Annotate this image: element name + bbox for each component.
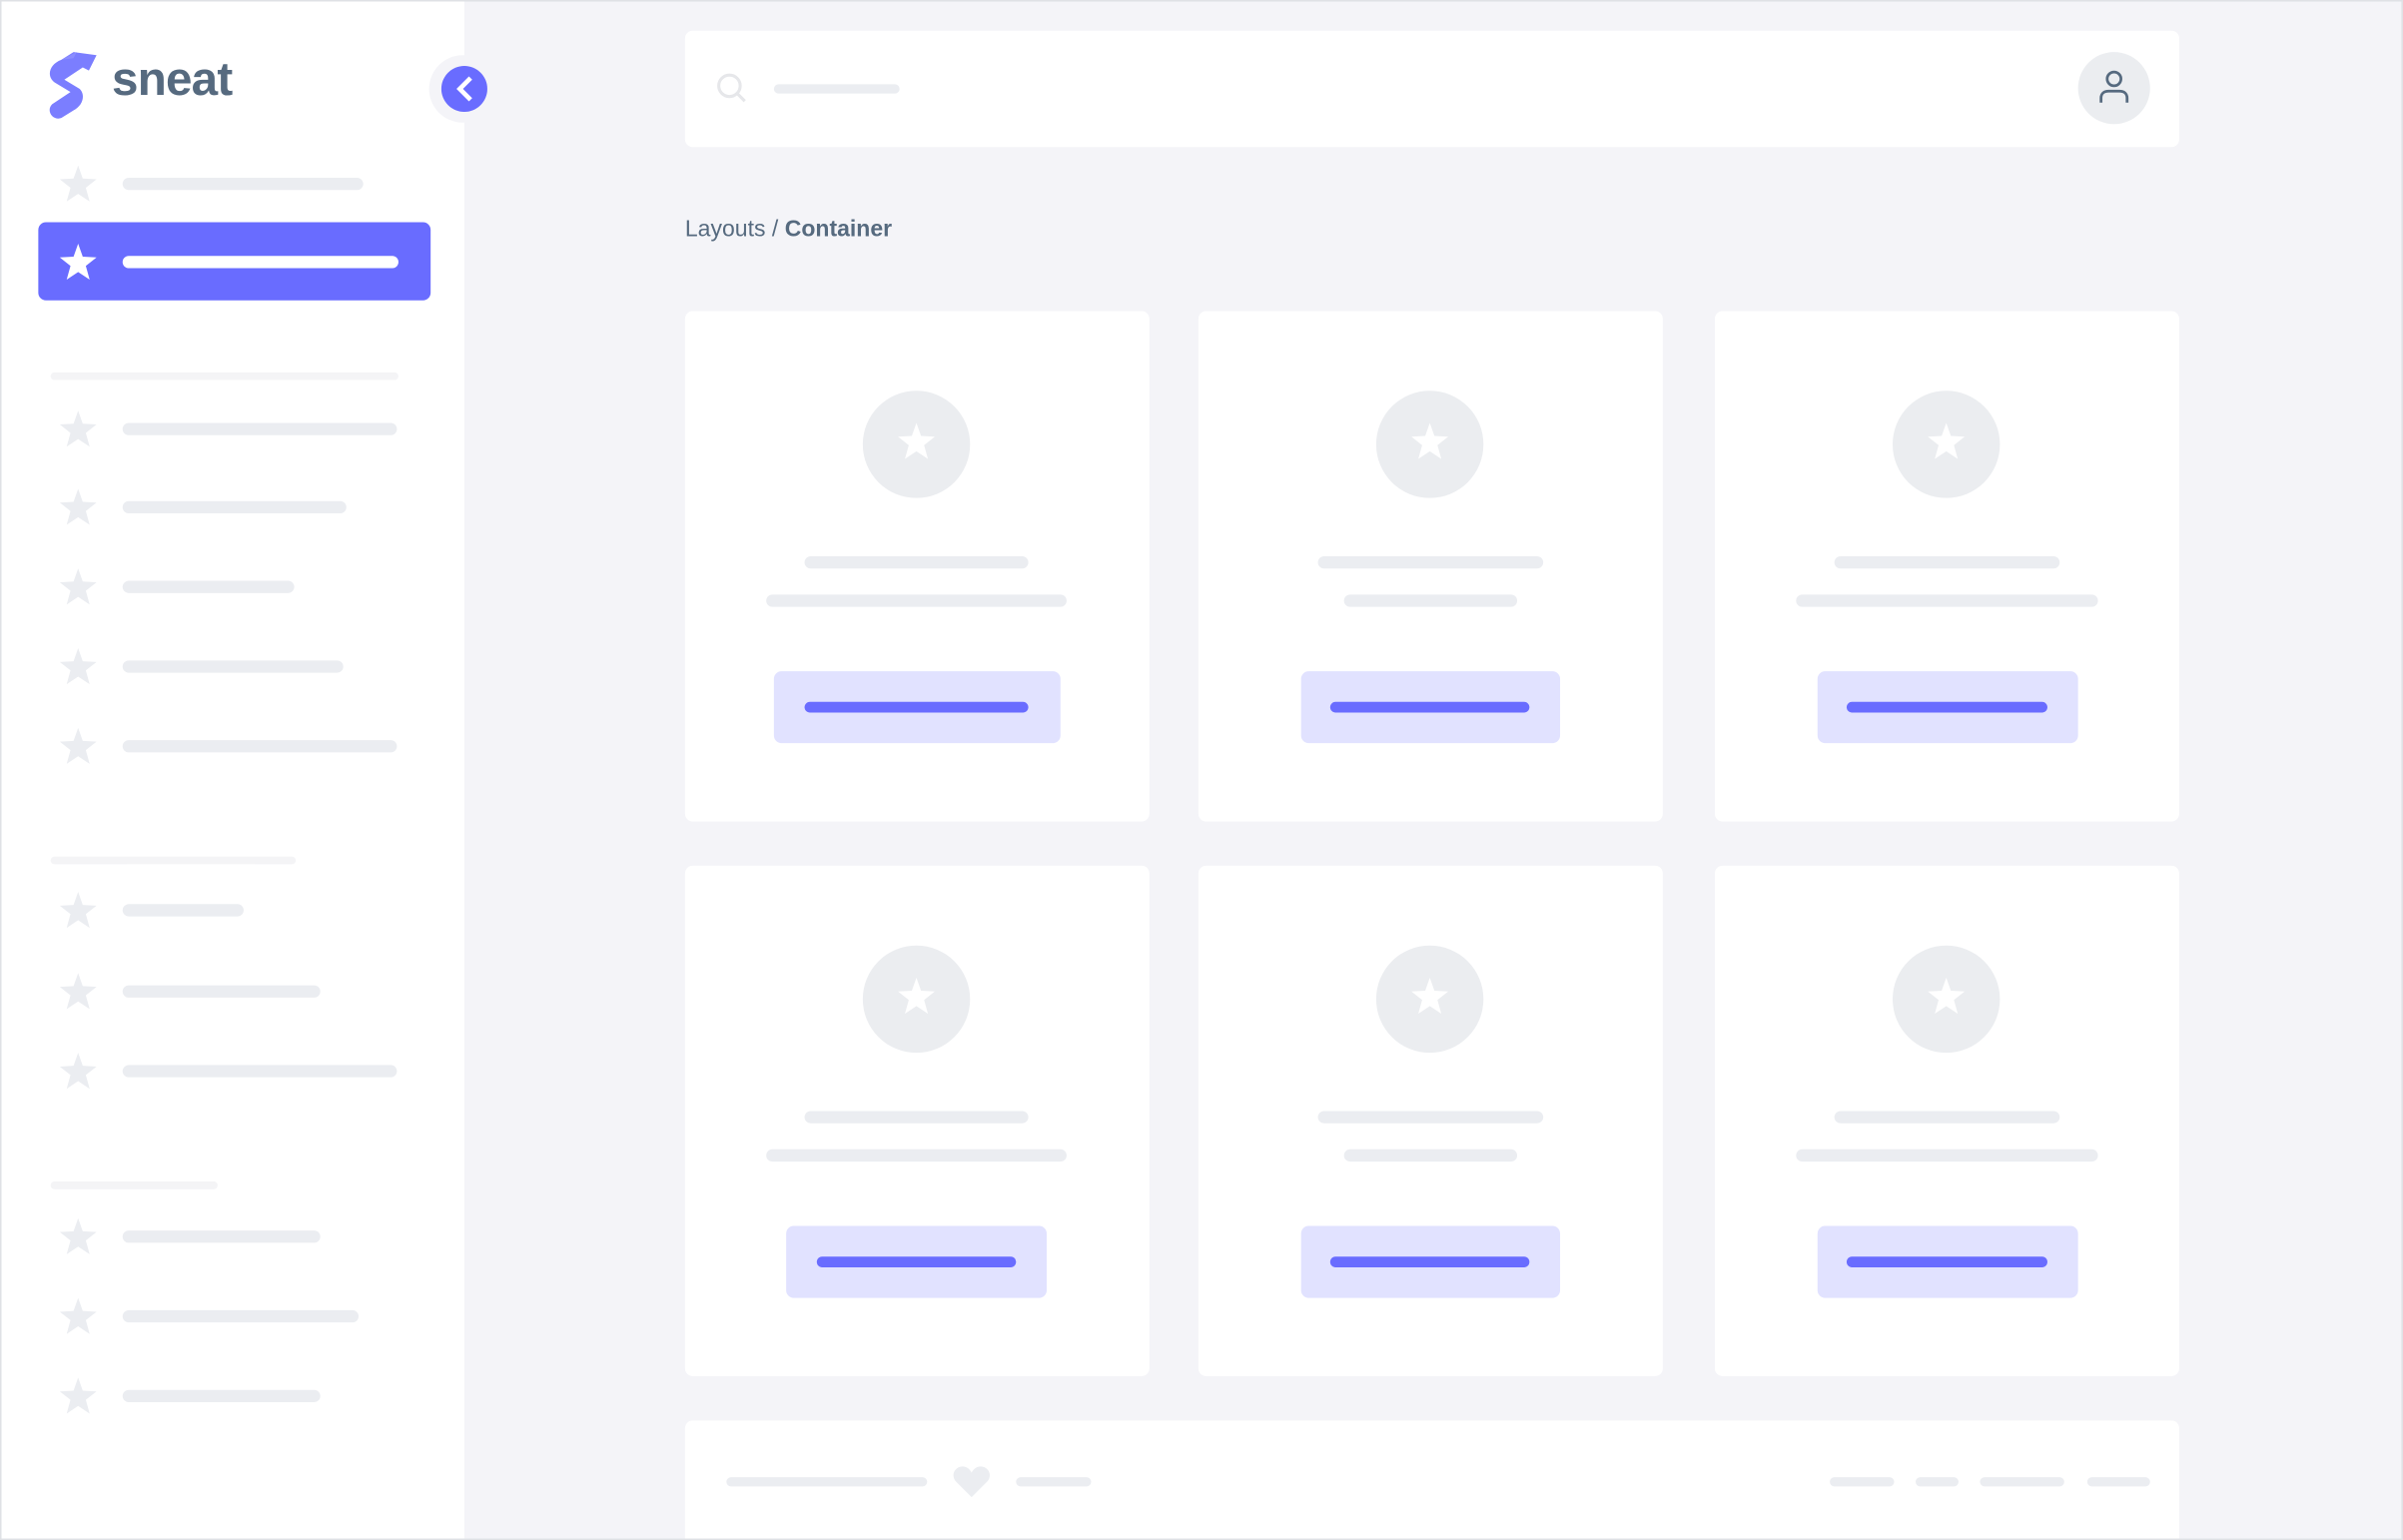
user-avatar[interactable] xyxy=(2077,52,2150,125)
star-icon xyxy=(1928,977,1966,1015)
card-avatar xyxy=(1892,945,2001,1054)
chevron-left-icon xyxy=(456,76,472,102)
card-avatar xyxy=(1375,390,1484,498)
star-icon xyxy=(59,973,97,1010)
sidebar-item-label xyxy=(122,422,398,435)
card-button-label xyxy=(1329,701,1530,713)
sidebar-section-header xyxy=(50,856,297,865)
footer-link[interactable] xyxy=(1916,1477,1959,1487)
star-icon xyxy=(59,727,97,764)
card-button[interactable] xyxy=(1817,671,2078,744)
card-button[interactable] xyxy=(1300,1225,1561,1298)
card-avatar xyxy=(862,945,971,1054)
card-text xyxy=(766,594,1067,607)
star-icon xyxy=(898,422,935,459)
breadcrumb-separator: / xyxy=(771,216,779,243)
card-text xyxy=(1796,594,2098,607)
card-button-label xyxy=(1329,1256,1530,1267)
sidebar-item-label xyxy=(122,500,347,514)
top-navbar xyxy=(684,30,2179,148)
sidebar-item-label xyxy=(122,1065,398,1078)
footer-link[interactable] xyxy=(1980,1477,2064,1487)
footer-text xyxy=(726,1477,928,1487)
search-input[interactable] xyxy=(773,84,900,94)
footer xyxy=(684,1420,2179,1539)
card-text xyxy=(1343,1149,1518,1162)
sidebar-item-label xyxy=(122,1389,321,1402)
sidebar-item-label xyxy=(122,256,399,269)
card-title xyxy=(804,555,1029,569)
content-card xyxy=(684,311,1150,822)
sidebar-item-label xyxy=(122,985,321,998)
star-icon xyxy=(59,488,97,525)
user-icon xyxy=(2099,70,2129,103)
sidebar-item-label xyxy=(122,177,364,191)
card-title xyxy=(1317,555,1544,569)
breadcrumb-parent[interactable]: Layouts xyxy=(684,216,766,243)
collapse-sidebar-button[interactable] xyxy=(440,65,487,113)
star-icon xyxy=(898,977,935,1015)
star-icon xyxy=(59,165,97,202)
card-button-label xyxy=(816,1256,1017,1267)
card-title xyxy=(804,1111,1029,1124)
search-icon xyxy=(717,73,746,103)
breadcrumb: Layouts / Container xyxy=(685,216,892,242)
card-text xyxy=(1796,1149,2098,1162)
content-card xyxy=(1714,865,2179,1376)
footer-link[interactable] xyxy=(2086,1477,2150,1487)
star-icon xyxy=(59,568,97,605)
card-avatar xyxy=(1375,945,1484,1054)
footer-link[interactable] xyxy=(1830,1477,1895,1487)
footer-link[interactable] xyxy=(1016,1477,1092,1487)
sidebar-section-header xyxy=(50,372,399,381)
card-text xyxy=(766,1149,1067,1162)
card-text xyxy=(1343,594,1518,607)
sidebar-item-label xyxy=(122,740,398,753)
content-card xyxy=(1198,865,1663,1376)
card-button[interactable] xyxy=(773,671,1061,744)
star-icon xyxy=(1928,422,1966,459)
card-button-label xyxy=(1846,701,2047,713)
sidebar-section-header xyxy=(50,1181,218,1189)
card-title xyxy=(1834,1111,2060,1124)
content-card xyxy=(1198,311,1663,822)
heart-icon xyxy=(953,1466,990,1498)
star-icon xyxy=(59,1053,97,1090)
star-icon xyxy=(1411,977,1449,1015)
card-avatar xyxy=(862,390,971,498)
brand-name: sneat xyxy=(112,52,233,106)
star-icon xyxy=(59,648,97,685)
card-button[interactable] xyxy=(786,1225,1047,1298)
card-avatar xyxy=(1892,390,2001,498)
star-icon xyxy=(59,243,97,281)
card-title xyxy=(1834,555,2060,569)
breadcrumb-current: Container xyxy=(784,216,893,243)
star-icon xyxy=(59,1297,97,1334)
sneat-logo-icon xyxy=(49,52,97,119)
sidebar-item-label xyxy=(122,904,244,917)
card-button-label xyxy=(1846,1256,2047,1267)
card-button[interactable] xyxy=(1817,1225,2078,1298)
content-card xyxy=(1714,311,2179,822)
star-icon xyxy=(59,892,97,929)
sidebar-item-label xyxy=(122,1309,360,1323)
sidebar-item-label xyxy=(122,1230,321,1243)
star-icon xyxy=(59,1217,97,1254)
card-button[interactable] xyxy=(1300,671,1561,744)
sidebar-item-label xyxy=(122,580,295,593)
sidebar-item-label xyxy=(122,660,344,673)
content-card xyxy=(684,865,1150,1376)
star-icon xyxy=(59,410,97,447)
card-button-label xyxy=(804,701,1029,713)
sidebar: sneat xyxy=(1,1,497,1539)
star-icon xyxy=(59,1377,97,1414)
card-title xyxy=(1317,1111,1544,1124)
star-icon xyxy=(1411,422,1449,459)
